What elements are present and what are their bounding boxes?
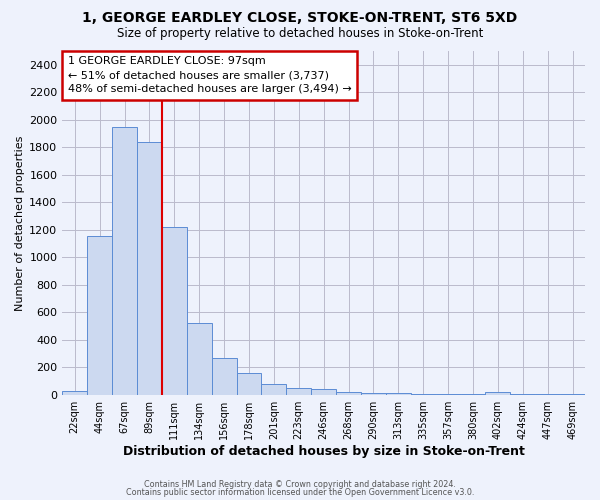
- Bar: [87, 236, 112, 394]
- Y-axis label: Number of detached properties: Number of detached properties: [15, 135, 25, 310]
- Bar: [236, 374, 262, 394]
- Bar: [62, 392, 87, 394]
- X-axis label: Distribution of detached houses by size in Stoke-on-Trent: Distribution of detached houses by size …: [123, 444, 524, 458]
- Text: Contains public sector information licensed under the Open Government Licence v3: Contains public sector information licen…: [126, 488, 474, 497]
- Text: Size of property relative to detached houses in Stoke-on-Trent: Size of property relative to detached ho…: [117, 26, 483, 40]
- Bar: [212, 358, 236, 394]
- Bar: [286, 388, 311, 394]
- Bar: [162, 227, 187, 394]
- Bar: [336, 392, 361, 394]
- Bar: [187, 323, 212, 394]
- Bar: [262, 384, 286, 394]
- Text: 1 GEORGE EARDLEY CLOSE: 97sqm
← 51% of detached houses are smaller (3,737)
48% o: 1 GEORGE EARDLEY CLOSE: 97sqm ← 51% of d…: [68, 56, 351, 94]
- Bar: [361, 392, 386, 394]
- Bar: [137, 142, 162, 394]
- Bar: [112, 126, 137, 394]
- Text: 1, GEORGE EARDLEY CLOSE, STOKE-ON-TRENT, ST6 5XD: 1, GEORGE EARDLEY CLOSE, STOKE-ON-TRENT,…: [82, 12, 518, 26]
- Bar: [485, 392, 511, 394]
- Text: Contains HM Land Registry data © Crown copyright and database right 2024.: Contains HM Land Registry data © Crown c…: [144, 480, 456, 489]
- Bar: [311, 389, 336, 394]
